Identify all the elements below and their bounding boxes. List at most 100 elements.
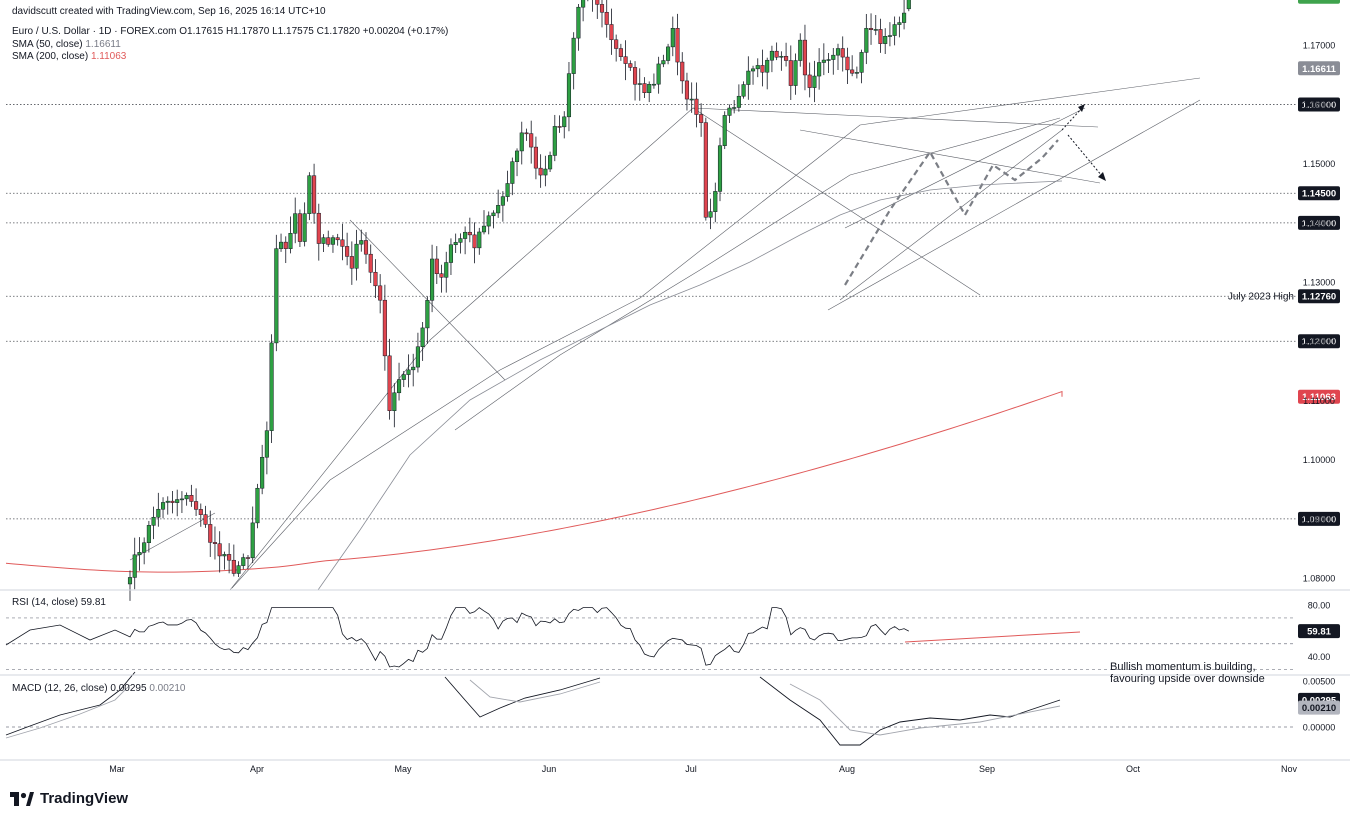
candle-body xyxy=(160,502,166,510)
sma50-tag xyxy=(1298,61,1340,76)
candle-body xyxy=(297,213,302,242)
candle-body xyxy=(736,95,741,108)
macd-label: MACD (12, 26, close) xyxy=(12,683,108,694)
y-tick-label-1: 1.09000 xyxy=(1303,514,1336,524)
candle-body xyxy=(713,191,718,212)
candle-body xyxy=(623,56,628,64)
level-tag-6 xyxy=(1298,215,1340,230)
x-tick-label-2: May xyxy=(394,764,412,774)
candle-body xyxy=(165,500,170,503)
rsi-value-tag-label: 59.81 xyxy=(1307,627,1331,638)
candle-body xyxy=(208,524,213,543)
current-price-tag xyxy=(1298,0,1340,4)
macd-line-1 xyxy=(444,676,601,718)
macd-legend[interactable]: MACD (12, 26, close) 0.00295 0.00210 xyxy=(12,683,185,694)
candle-body xyxy=(217,543,222,557)
macd-line-2 xyxy=(759,676,1061,746)
candle-body xyxy=(373,271,378,287)
candle-body xyxy=(127,577,133,585)
sma50-label: SMA (50, close) xyxy=(12,39,83,50)
axes: 1.08000 1.09000 1.10000 1.11000 1.12000 1.130… xyxy=(0,41,1350,774)
candle-body xyxy=(595,0,600,5)
candle-body xyxy=(496,205,501,214)
candle-body xyxy=(741,84,746,97)
level-tag-label-5: 1.14500 xyxy=(1302,189,1336,200)
sma200-legend[interactable]: SMA (200, close) 1.11063 xyxy=(12,51,126,62)
candle-body xyxy=(448,244,454,263)
level-note-7: July 2023 High xyxy=(1228,292,1294,303)
trend-line-0 xyxy=(129,512,216,561)
candle-body xyxy=(368,253,373,273)
candle-body xyxy=(802,39,808,76)
candle-body xyxy=(146,525,151,543)
trend-line-7 xyxy=(839,129,1063,301)
y-tick-label-0: 1.08000 xyxy=(1303,574,1336,584)
candle-body xyxy=(571,37,576,74)
sma50-legend[interactable]: SMA (50, close) 1.16611 xyxy=(12,39,121,50)
candle-body xyxy=(236,565,241,574)
candle-body xyxy=(392,392,397,411)
candle-body xyxy=(269,342,274,431)
candle-body xyxy=(378,285,383,301)
candle-body xyxy=(321,237,326,244)
candle-body xyxy=(533,146,538,169)
sma200-line xyxy=(5,390,1063,573)
candle-body xyxy=(330,237,336,245)
macd-tick-0: 0.00000 xyxy=(1303,723,1336,733)
y-tick-label-7: 1.15000 xyxy=(1303,159,1336,169)
candle-body xyxy=(798,39,803,61)
candle-body xyxy=(873,29,878,31)
candle-body xyxy=(732,107,737,109)
candle-body xyxy=(491,212,496,217)
x-tick-label-7: Oct xyxy=(1126,764,1141,774)
rsi-value-tag xyxy=(1298,624,1340,639)
candle-body xyxy=(892,24,897,36)
candle-body xyxy=(727,107,732,116)
x-tick-label-1: Apr xyxy=(250,764,264,774)
candle-body xyxy=(581,0,586,8)
y-tick-label-9: 1.17000 xyxy=(1303,41,1336,51)
candle-body xyxy=(774,50,779,58)
candle-body xyxy=(312,175,317,214)
candle-body xyxy=(278,241,284,249)
trend-line-5 xyxy=(799,129,1101,184)
candle-body xyxy=(340,239,345,247)
candle-body xyxy=(760,65,765,73)
candle-body xyxy=(618,48,623,57)
candle-body xyxy=(458,238,463,243)
candle-body xyxy=(359,240,364,245)
symbol-legend: Euro / U.S. Dollar · 1D · FOREX.com O1.1… xyxy=(12,26,448,37)
candle-body xyxy=(793,60,798,86)
candle-body xyxy=(335,237,340,241)
y-tick-label-2: 1.10000 xyxy=(1303,455,1336,465)
rsi-label: RSI (14, close) xyxy=(12,597,79,608)
y-tick-label-3: 1.11000 xyxy=(1303,396,1335,406)
candle-body xyxy=(604,11,609,25)
tradingview-logo[interactable]: TradingView xyxy=(10,790,128,807)
rsi-value-text: 59.81 xyxy=(80,597,106,608)
y-tick-label-5: 1.13000 xyxy=(1303,278,1336,288)
upside-arrow-line xyxy=(1061,107,1083,131)
symbol-name: Euro / U.S. Dollar · 1D · FOREX.com xyxy=(12,26,177,37)
candle-body xyxy=(222,554,227,557)
candle-body xyxy=(722,115,727,146)
attribution-text: davidscutt created with TradingView.com,… xyxy=(12,6,326,17)
candle-body xyxy=(684,80,690,100)
x-tick-label-3: Jun xyxy=(542,764,557,774)
candle-body xyxy=(283,241,288,249)
candle-body xyxy=(288,233,293,249)
candle-body xyxy=(453,242,458,246)
candle-body xyxy=(647,83,652,93)
candle-body xyxy=(514,150,520,162)
downside-arrow-head xyxy=(1098,172,1106,181)
rsi-legend[interactable]: RSI (14, close) 59.81 xyxy=(12,597,106,608)
y-tick-label-6: 1.14000 xyxy=(1303,218,1336,228)
candle-body xyxy=(500,196,505,206)
level-tag-label-6: 1.14000 xyxy=(1302,218,1336,229)
candle-body xyxy=(850,69,855,74)
candle-body xyxy=(411,366,416,371)
signal-value-text: 0.00210 xyxy=(149,683,186,694)
candle-body xyxy=(519,132,524,152)
